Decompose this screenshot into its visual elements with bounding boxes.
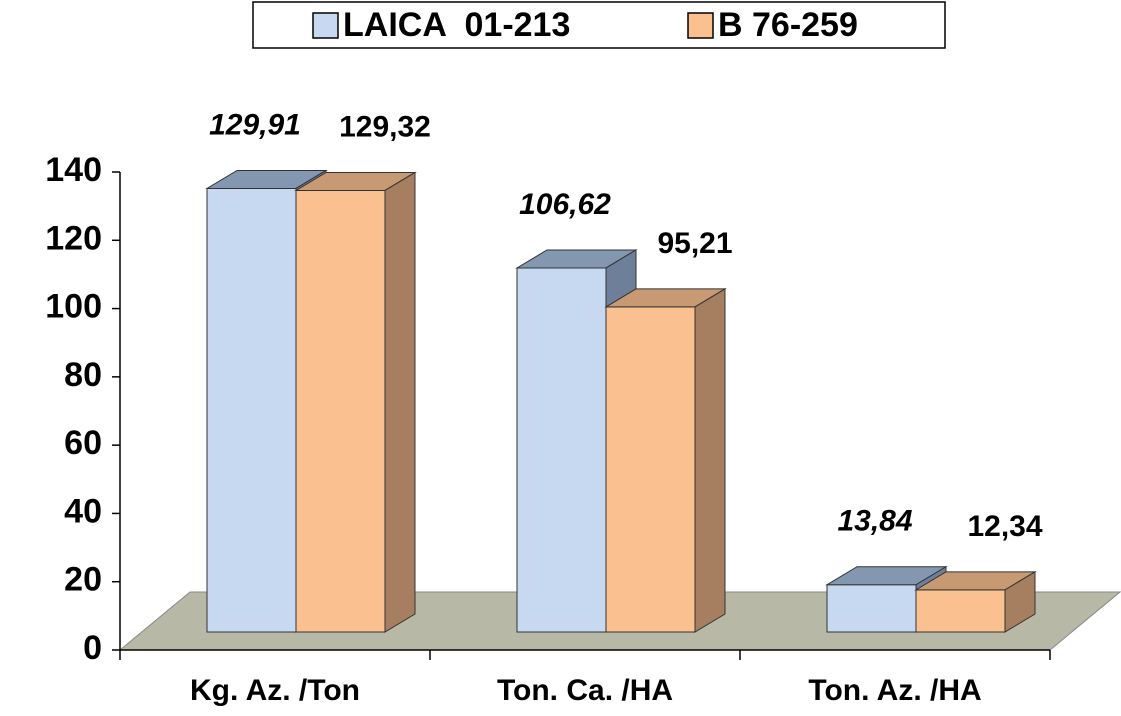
value-label: 129,91 — [209, 108, 301, 141]
bar-front — [826, 584, 917, 633]
y-tick-label: 80 — [64, 356, 102, 394]
bar-side — [1004, 570, 1036, 633]
y-tick-label: 40 — [64, 492, 102, 530]
value-label: 129,32 — [339, 110, 431, 143]
x-tick-label: Ton. Az. /HA — [808, 674, 981, 707]
x-tick-label: Ton. Ca. /HA — [497, 674, 673, 707]
y-tick-label: 0 — [83, 629, 102, 667]
y-tick-label: 120 — [45, 219, 102, 257]
value-label: 13,84 — [837, 505, 912, 538]
legend-label: LAICA 01-213 — [343, 6, 570, 44]
bar-side — [384, 171, 416, 633]
value-label: 95,21 — [657, 227, 732, 260]
y-tick-label: 140 — [45, 151, 102, 189]
value-label: 12,34 — [967, 510, 1042, 543]
value-label: 106,62 — [519, 188, 611, 221]
legend-label: B 76-259 — [718, 6, 858, 44]
legend-box — [252, 1, 946, 49]
x-tick-label: Kg. Az. /Ton — [190, 674, 360, 707]
y-tick-label: 60 — [64, 424, 102, 462]
y-tick-label: 100 — [45, 288, 102, 326]
legend-swatch — [687, 12, 714, 39]
bar-front — [516, 267, 607, 633]
bar-side — [694, 288, 726, 633]
bar-front — [605, 306, 696, 633]
bar-front — [206, 187, 297, 633]
y-tick-label: 20 — [64, 561, 102, 599]
bar-front — [915, 589, 1006, 633]
bar-front — [295, 189, 386, 633]
legend-swatch — [312, 12, 339, 39]
